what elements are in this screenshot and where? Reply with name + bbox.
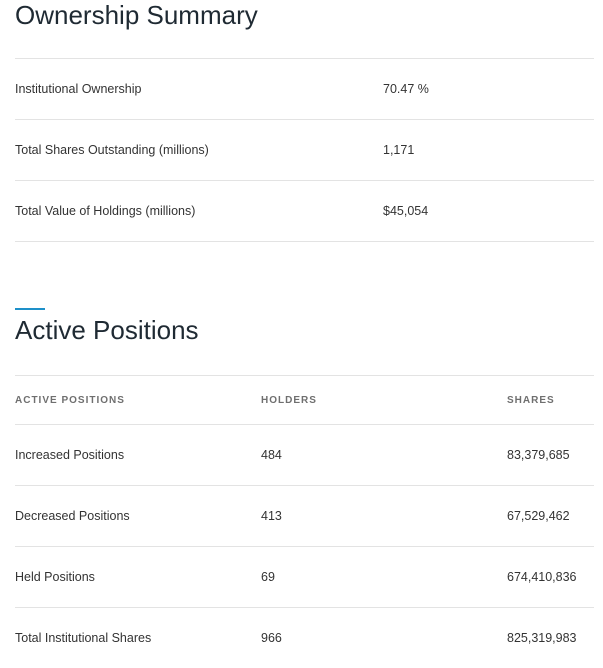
row-shares: 674,410,836 [507, 570, 577, 584]
summary-value: 70.47 % [383, 82, 429, 96]
section-accent-bar [15, 308, 45, 310]
active-positions-title: Active Positions [15, 315, 199, 345]
row-label: Held Positions [15, 570, 95, 584]
summary-value: $45,054 [383, 204, 429, 218]
row-label: Increased Positions [15, 448, 125, 462]
row-holders: 413 [261, 509, 282, 523]
table-row-decreased-positions: Decreased Positions 413 67,529,462 [15, 486, 594, 547]
summary-value: 1,171 [383, 143, 415, 157]
row-holders: 69 [261, 570, 275, 584]
row-shares: 83,379,685 [507, 448, 570, 462]
summary-label: Total Shares Outstanding (millions) [15, 143, 209, 157]
row-label: Decreased Positions [15, 509, 130, 523]
summary-row-total-shares-outstanding: Total Shares Outstanding (millions) 1,17… [15, 120, 594, 181]
row-shares: 825,319,983 [507, 631, 577, 645]
active-positions-table: ACTIVE POSITIONS HOLDERS SHARES Increase… [15, 375, 594, 668]
table-row-held-positions: Held Positions 69 674,410,836 [15, 547, 594, 608]
summary-row-total-value-of-holdings: Total Value of Holdings (millions) $45,0… [15, 181, 594, 242]
ownership-summary-table: Institutional Ownership 70.47 % Total Sh… [15, 58, 594, 242]
row-holders: 484 [261, 448, 282, 462]
row-shares: 67,529,462 [507, 509, 570, 523]
row-holders: 966 [261, 631, 282, 645]
table-row-increased-positions: Increased Positions 484 83,379,685 [15, 425, 594, 486]
table-header-row: ACTIVE POSITIONS HOLDERS SHARES [15, 376, 594, 425]
page-content: Ownership Summary Institutional Ownershi… [15, 0, 594, 645]
summary-label: Total Value of Holdings (millions) [15, 204, 196, 218]
column-header-shares: SHARES [507, 394, 555, 406]
table-row-total-institutional-shares: Total Institutional Shares 966 825,319,9… [15, 608, 594, 668]
column-header-holders: HOLDERS [261, 394, 317, 406]
ownership-summary-title: Ownership Summary [15, 0, 258, 30]
summary-label: Institutional Ownership [15, 82, 142, 96]
summary-row-institutional-ownership: Institutional Ownership 70.47 % [15, 59, 594, 120]
row-label: Total Institutional Shares [15, 631, 152, 645]
column-header-active-positions: ACTIVE POSITIONS [15, 394, 125, 406]
